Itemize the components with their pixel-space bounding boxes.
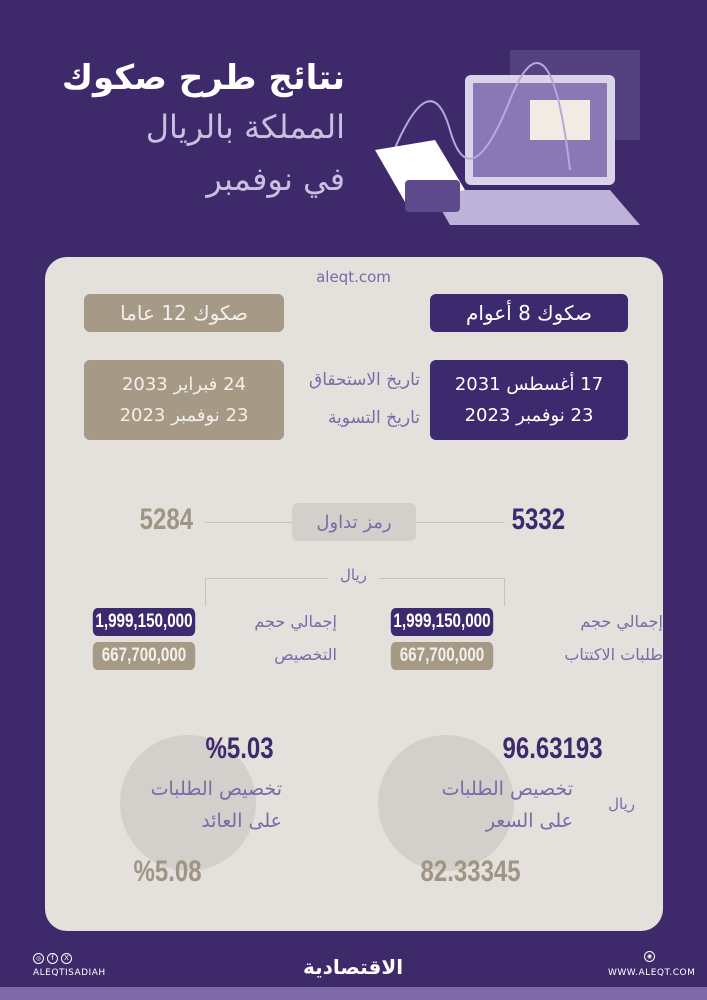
brand-logo: الاقتصادية [303, 955, 404, 979]
sukuk-8-price-low: 82.33345 [420, 855, 521, 888]
settlement-date-label: تاريخ التسوية [327, 408, 420, 428]
sukuk-12-total-allocation: 667,700,000 [92, 642, 196, 670]
title-line-2: المملكة بالريال [145, 108, 345, 146]
laptop-keyboard-icon [430, 190, 640, 225]
sukuk-8-settlement: 23 نوفمبر 2023 [464, 405, 594, 426]
calculator-icon [405, 180, 460, 212]
price-unit-label: ريال [608, 795, 635, 813]
sukuk-12-header: صكوك 12 عاما [84, 294, 284, 332]
maturity-date-label: تاريخ الاستحقاق [309, 370, 420, 390]
title-line-1: نتائج طرح صكوك [61, 58, 345, 98]
price-alloc-label-2: على السعر [485, 810, 573, 832]
sukuk-12-total-bids: 1,999,150,000 [92, 608, 196, 636]
total-alloc-label-1: إجمالي حجم [254, 612, 337, 631]
instagram-icon[interactable]: ◎ [33, 953, 44, 964]
price-alloc-label-1: تخصيص الطلبات [441, 778, 573, 800]
sukuk-8-header: صكوك 8 أعوام [430, 294, 628, 332]
price-circle [378, 735, 514, 871]
total-bids-label-2: طلبات الاكتتاب [564, 645, 663, 664]
riyal-label: ريال [328, 566, 379, 584]
laptop-illustration [375, 50, 640, 225]
total-alloc-label-2: التخصيص [274, 645, 337, 664]
facebook-icon[interactable]: f [47, 953, 58, 964]
ticker-label: رمز تداول [292, 503, 416, 541]
title-line-3: في نوفمبر [206, 160, 345, 198]
yield-alloc-label-2: على العائد [201, 810, 282, 832]
social-icons: ◎ f X [33, 953, 72, 964]
sukuk-12-dates: 24 فبراير 2033 23 نوفمبر 2023 [84, 360, 284, 440]
site-link[interactable]: WWW.ALEQT.COM [608, 968, 696, 978]
x-icon[interactable]: X [61, 953, 72, 964]
sukuk-12-ticker: 5284 [139, 503, 194, 536]
globe-icon: ◉ [644, 951, 655, 962]
sukuk-8-ticker: 5332 [511, 503, 566, 536]
sukuk-12-yield-low: %5.08 [133, 855, 202, 888]
sukuk-8-total-bids: 1,999,150,000 [390, 608, 494, 636]
sukuk-8-total-allocation: 667,700,000 [390, 642, 494, 670]
sukuk-8-maturity: 17 أغسطس 2031 [454, 374, 604, 395]
social-handle[interactable]: ALEQTISADIAH [33, 968, 106, 978]
footer [0, 940, 707, 987]
sukuk-12-yield: %5.03 [205, 732, 274, 765]
sukuk-8-price: 96.63193 [502, 732, 603, 765]
website-url[interactable]: aleqt.com [316, 268, 391, 286]
sukuk-12-maturity: 24 فبراير 2033 [121, 374, 247, 395]
sukuk-8-dates: 17 أغسطس 2031 23 نوفمبر 2023 [430, 360, 628, 440]
yield-circle [120, 735, 256, 871]
sukuk-12-settlement: 23 نوفمبر 2023 [119, 405, 249, 426]
yield-alloc-label-1: تخصيص الطلبات [150, 778, 282, 800]
total-bids-label-1: إجمالي حجم [580, 612, 663, 631]
footer-bar [0, 987, 707, 1000]
